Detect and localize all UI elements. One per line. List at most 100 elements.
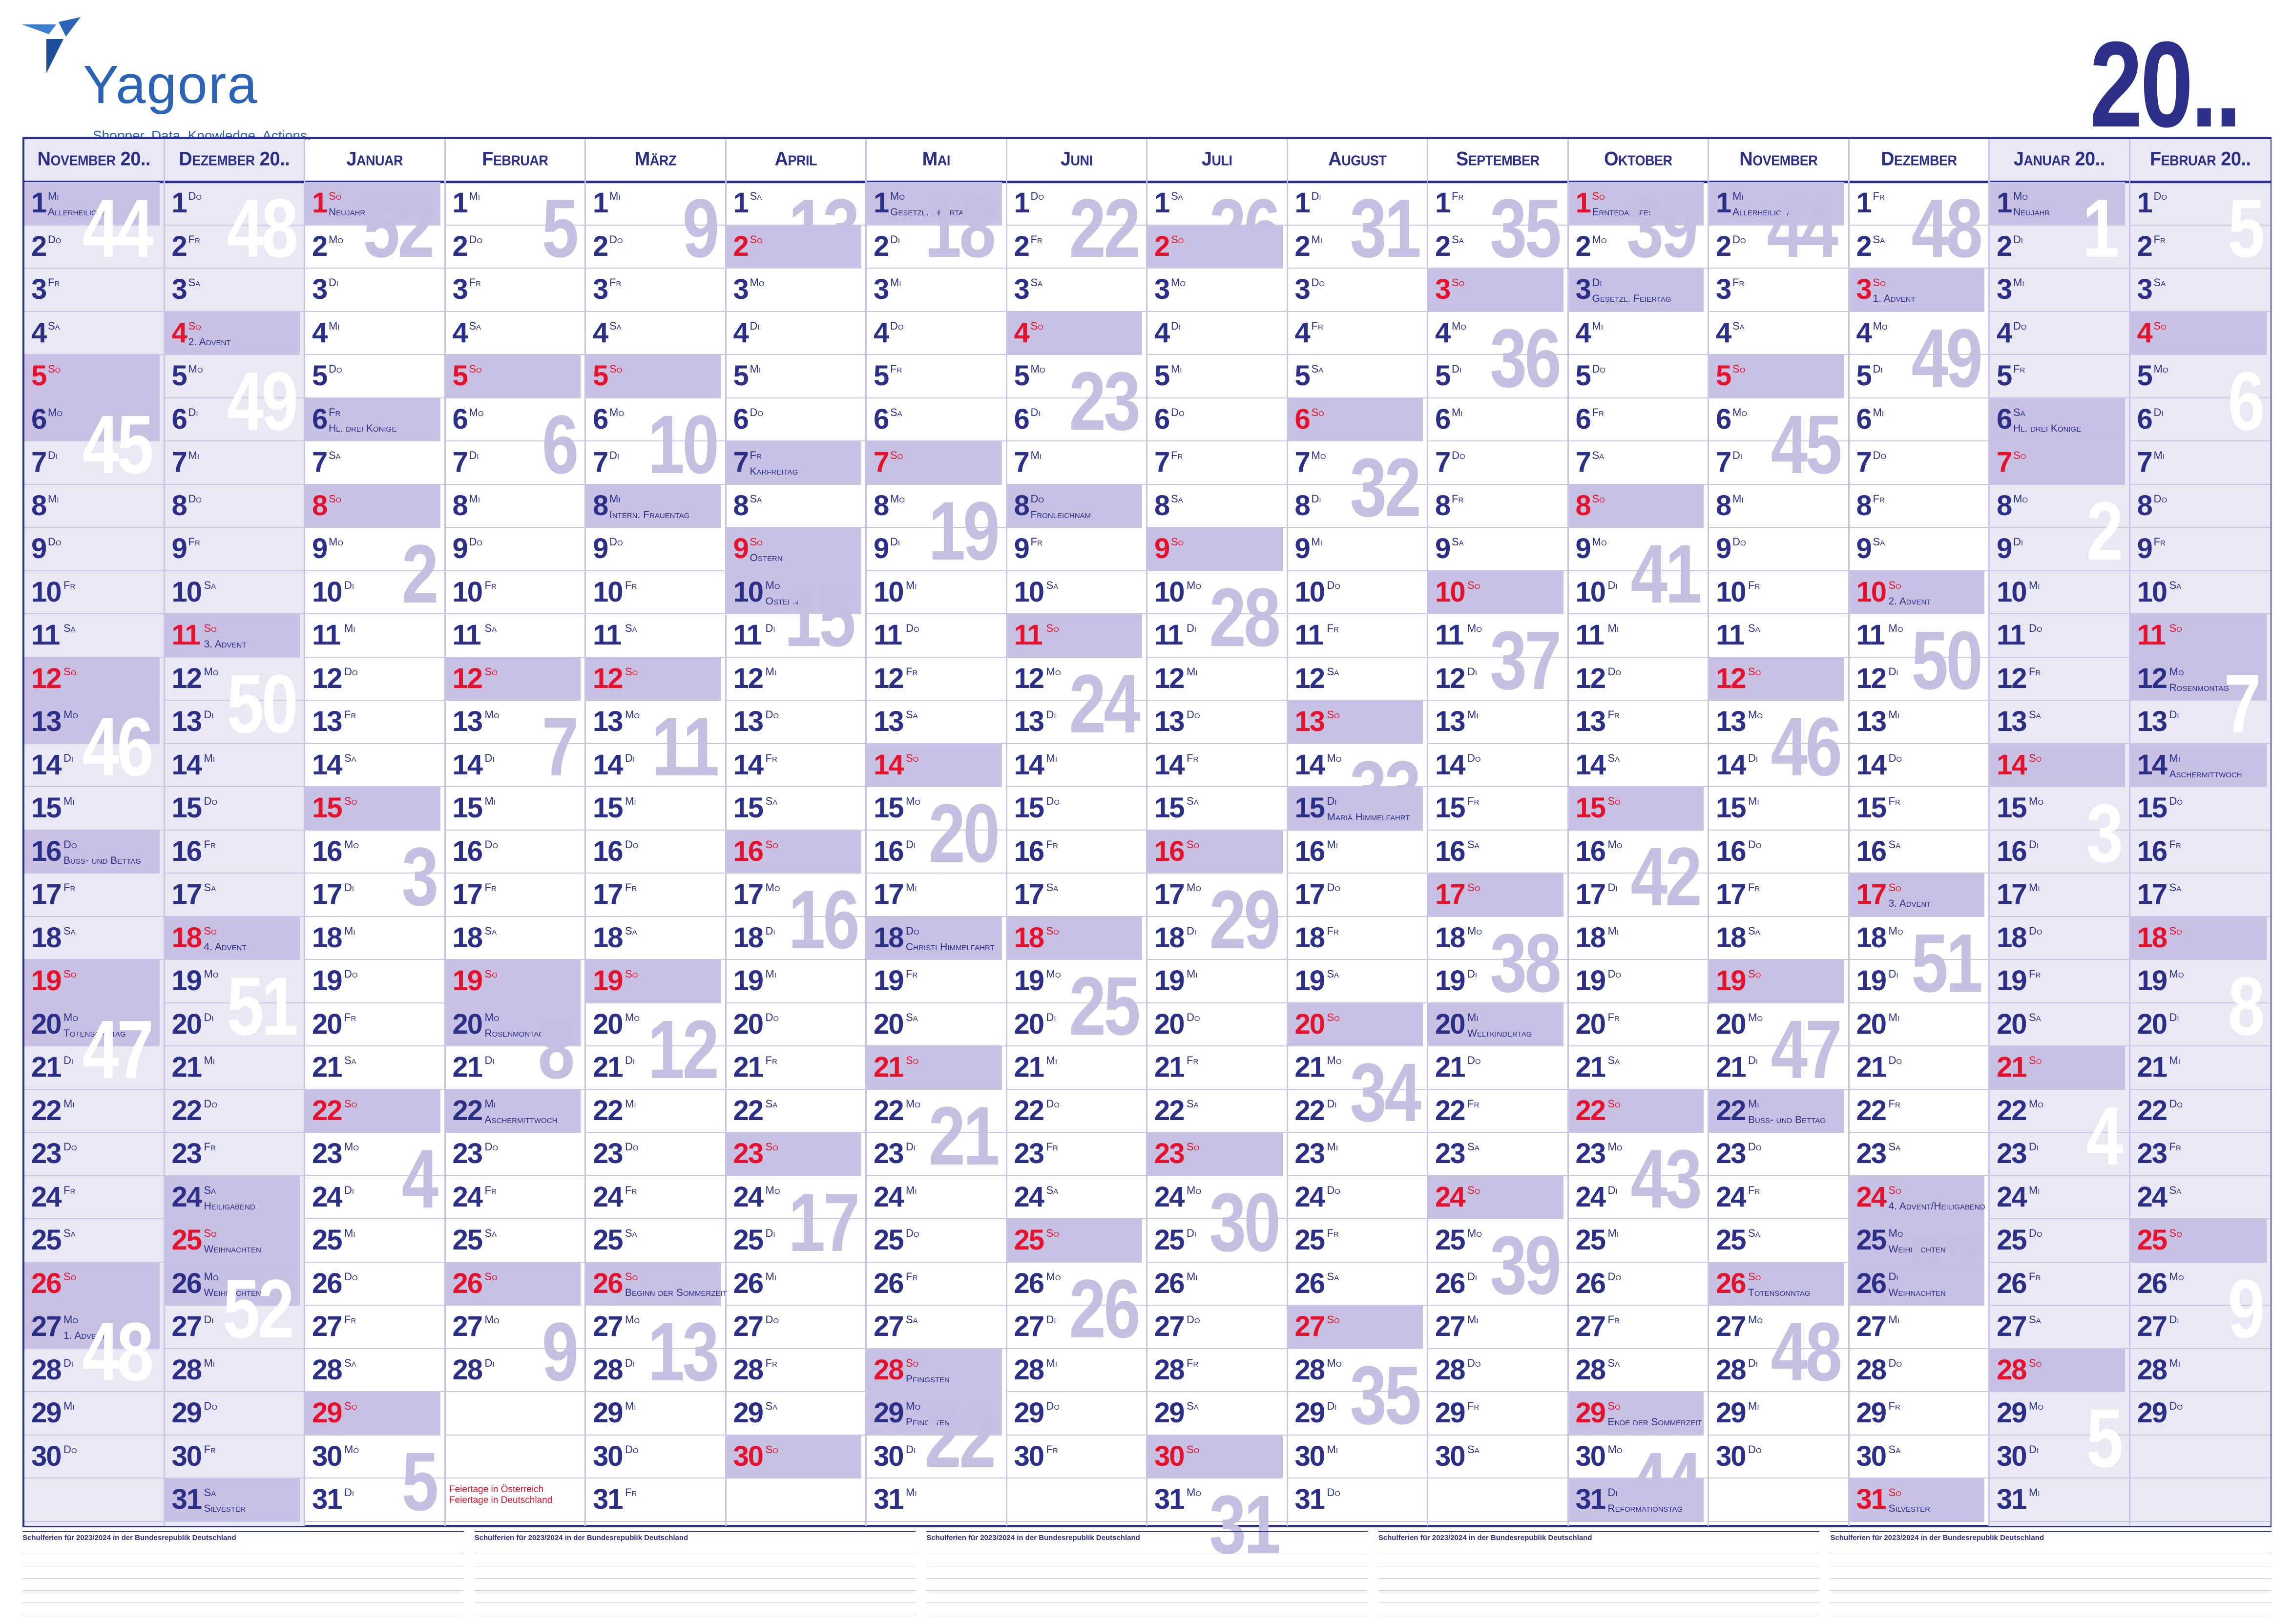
day-cell: 22 Mi (586, 1090, 725, 1133)
weekday-label: So (1888, 579, 1901, 591)
weekday-label: Sa (2169, 1184, 2182, 1196)
day-cell: 26 Mo Weihnachten 52 (165, 1262, 300, 1351)
day-cell: 12 Di (1428, 658, 1567, 701)
day-cell: 9 Di (867, 528, 1006, 571)
weekday-label: Mi (1748, 795, 1759, 807)
day-cell: 27 Mo 1. Advent 48 (24, 1306, 160, 1394)
day-cell: 9 Mo 2 (305, 528, 444, 616)
day-cell: 15 Do (1007, 787, 1146, 831)
day-cell: 7 Mo 32 (1288, 441, 1427, 529)
day-cell: 13 Mo 7 (445, 701, 584, 789)
weekday-label: Mi (344, 1227, 355, 1239)
holiday-label: Neujahr (2013, 207, 2050, 218)
day-number: 6 (1716, 403, 1731, 435)
day-cell: 30 Do (1709, 1436, 1848, 1478)
day-cell: 18 Mo 38 (1428, 917, 1567, 1005)
day-number: 31 (1856, 1483, 1887, 1515)
weekday-label: Di (2029, 1141, 2039, 1153)
weekday-label: Di (1467, 665, 1478, 678)
weekday-label: So (906, 1054, 919, 1066)
day-cell: 19 So (24, 960, 160, 1003)
day-number: 21 (1154, 1051, 1185, 1083)
month-header: November 20.. (24, 138, 164, 184)
day-number: 15 (1014, 792, 1044, 824)
day-cell: 18 Sa (445, 917, 584, 960)
month-column: November 20.. 1 Mi Allerheiligen 44 2 Do 3 Fr 4 Sa… (24, 139, 165, 1526)
weekday-label: Do (2013, 319, 2027, 332)
weekday-label: Di (1311, 492, 1321, 505)
weekday-label: Sa (204, 881, 216, 894)
weekday-label: Sa (1030, 276, 1043, 289)
table-row (1378, 1605, 1820, 1615)
day-number: 26 (1294, 1267, 1325, 1299)
day-number: 15 (1856, 792, 1887, 824)
calendar-grid: November 20.. 1 Mi Allerheiligen 44 2 Do 3 Fr 4 Sa… (24, 139, 2271, 1566)
day-number: 20 (452, 1008, 483, 1040)
weekday-label: Do (890, 319, 904, 332)
day-cell: 27 Sa (867, 1306, 1006, 1349)
day-number: 6 (733, 403, 749, 435)
day-cell: 3 Fr (24, 269, 164, 312)
day-number: 9 (1014, 533, 1030, 564)
day-cell: 25 Mo 39 (1428, 1219, 1567, 1307)
day-number: 12 (874, 662, 904, 694)
weekday-label: Mi (63, 795, 75, 807)
weekday-label: Mo (1748, 1011, 1763, 1023)
day-cell: 9 Do (24, 528, 164, 571)
day-number: 9 (1435, 533, 1451, 564)
weekday-label: Fr (1187, 1054, 1199, 1066)
day-cell: 10 Mo 28 (1147, 571, 1287, 659)
day-cell: 6 Fr Hl. drei Könige (305, 398, 440, 441)
day-number: 31 (1575, 1483, 1606, 1515)
weekday-label: Mo (1748, 708, 1763, 721)
day-number: 13 (593, 706, 623, 737)
weekday-label: Mi (204, 1356, 215, 1369)
day-number: 21 (2137, 1051, 2168, 1083)
weekday-label: Mi (2029, 1486, 2040, 1499)
day-cell: 20 Mi (1849, 1003, 1988, 1046)
day-number: 9 (452, 533, 468, 564)
weekday-label: So (48, 363, 61, 375)
table-row (474, 1544, 916, 1554)
day-cell: 16 Fr (165, 831, 304, 874)
day-number: 3 (2137, 273, 2153, 305)
day-number: 28 (1154, 1353, 1185, 1386)
day-cell: 5 Di (1428, 355, 1567, 398)
table-row (474, 1556, 916, 1566)
day-number: 26 (874, 1267, 904, 1299)
weekday-label: Do (765, 708, 779, 721)
weekday-label: So (1046, 924, 1059, 937)
day-number: 25 (1435, 1224, 1465, 1256)
weekday-label: So (906, 1356, 919, 1369)
day-cell: 24 So 4. Advent/Heiligabend (1849, 1176, 1985, 1219)
weekday-label: Di (344, 579, 354, 591)
table-row (22, 1581, 464, 1591)
day-number: 7 (874, 446, 889, 478)
day-cell: 12 Fr (867, 658, 1006, 701)
day-cell: 18 Di (1147, 917, 1287, 960)
weekday-label: Sa (1046, 1184, 1059, 1196)
weekday-label: Mi (1888, 708, 1900, 721)
day-cell: 16 Sa (1849, 831, 1988, 874)
holiday-label: 1. Advent (1873, 293, 1916, 304)
weekday-label: Do (625, 838, 639, 851)
day-cell: 23 Do (24, 1133, 164, 1176)
weekday-label: Sa (204, 1486, 216, 1499)
day-number: 10 (874, 576, 904, 608)
weekday-label: Mi (344, 622, 355, 634)
day-cell: 8 Fr (1849, 485, 1988, 528)
day-cell: 6 Do (726, 398, 865, 441)
weekday-label: Fr (1748, 579, 1760, 591)
weekday-label: Sa (1732, 319, 1745, 332)
weekday-label: Mi (63, 1400, 75, 1412)
weekday-label: Mi (1046, 1356, 1058, 1369)
day-cell: 23 Sa (1849, 1133, 1988, 1176)
day-number: 7 (1575, 446, 1591, 478)
holiday-label: Weihnachten (204, 1244, 261, 1255)
day-number: 1 (171, 187, 188, 219)
day-cell: 14 So (1990, 744, 2125, 787)
weekday-label: Do (344, 665, 358, 678)
day-cell: 14 Sa (305, 744, 444, 787)
day-number: 6 (31, 403, 47, 435)
day-number: 19 (1435, 965, 1465, 997)
